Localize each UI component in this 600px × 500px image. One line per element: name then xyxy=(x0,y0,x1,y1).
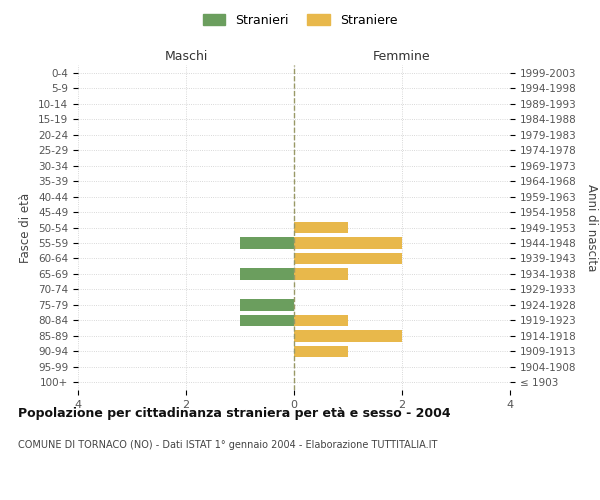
Text: Popolazione per cittadinanza straniera per età e sesso - 2004: Popolazione per cittadinanza straniera p… xyxy=(18,408,451,420)
Text: Maschi: Maschi xyxy=(164,50,208,62)
Bar xyxy=(294,252,402,264)
Legend: Stranieri, Straniere: Stranieri, Straniere xyxy=(197,8,403,32)
Y-axis label: Anni di nascita: Anni di nascita xyxy=(585,184,598,271)
Bar xyxy=(294,346,348,357)
Bar xyxy=(294,222,348,234)
Bar xyxy=(240,299,294,310)
Bar xyxy=(294,237,402,249)
Text: COMUNE DI TORNACO (NO) - Dati ISTAT 1° gennaio 2004 - Elaborazione TUTTITALIA.IT: COMUNE DI TORNACO (NO) - Dati ISTAT 1° g… xyxy=(18,440,437,450)
Bar xyxy=(294,314,348,326)
Bar xyxy=(240,314,294,326)
Y-axis label: Fasce di età: Fasce di età xyxy=(19,192,32,262)
Text: Femmine: Femmine xyxy=(373,50,431,62)
Bar xyxy=(294,268,348,280)
Bar xyxy=(240,268,294,280)
Bar xyxy=(240,237,294,249)
Bar xyxy=(294,330,402,342)
